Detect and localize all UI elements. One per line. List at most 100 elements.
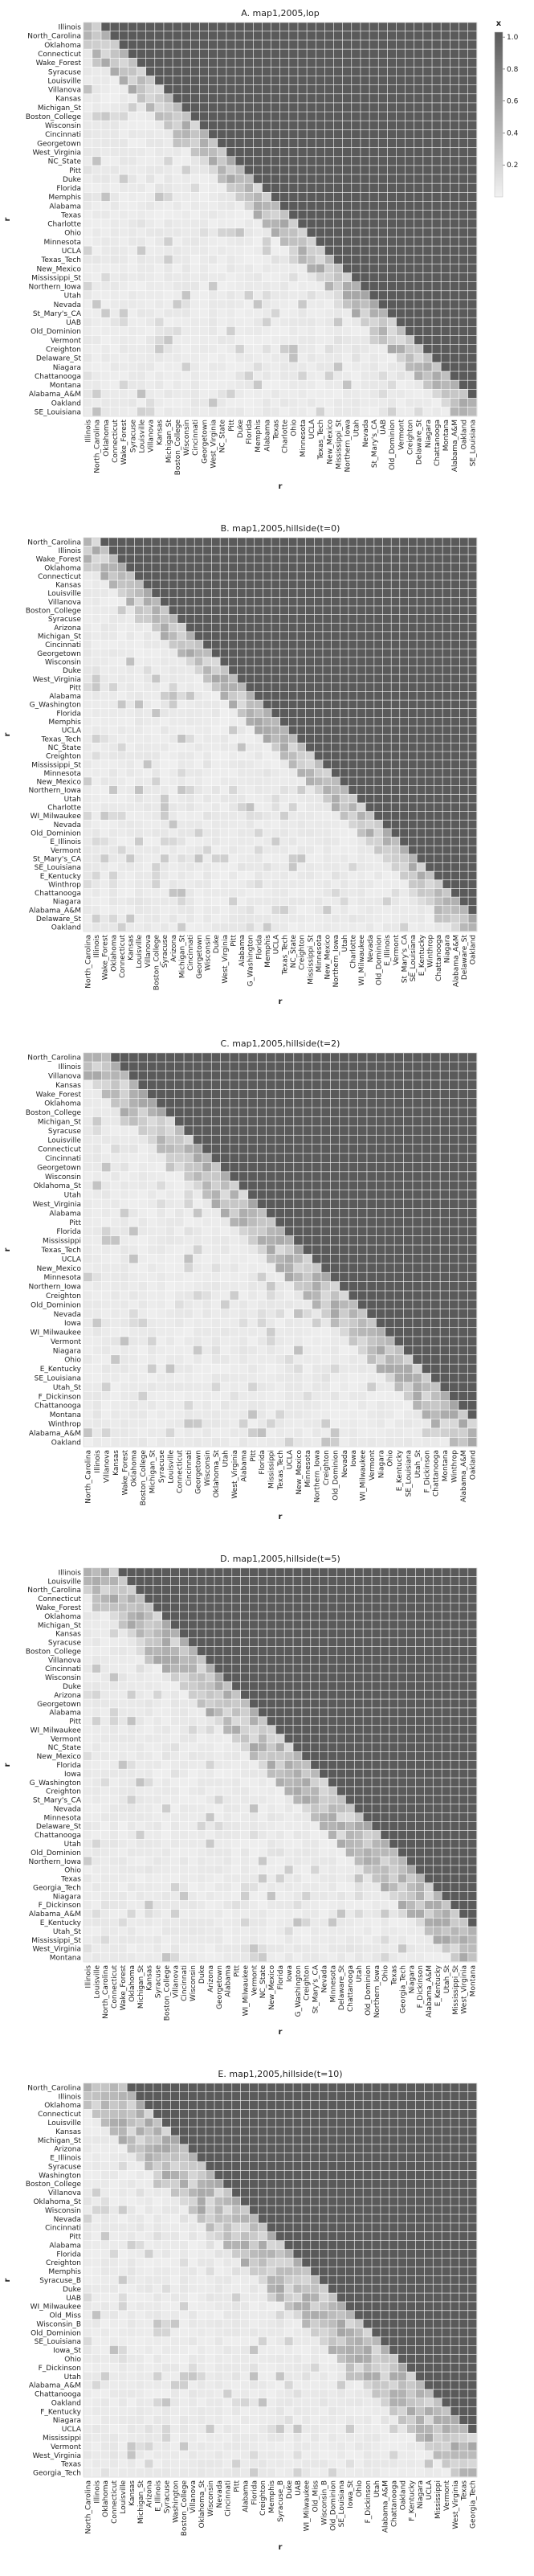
heatmap-cell	[137, 344, 146, 354]
heatmap-cell	[152, 752, 161, 760]
heatmap-cell	[417, 854, 426, 863]
heatmap-cell	[434, 563, 442, 572]
heatmap-cell	[349, 1172, 358, 1181]
heatmap-cell	[314, 811, 323, 820]
heatmap-cell	[92, 291, 101, 300]
heatmap-cell	[262, 183, 271, 192]
heatmap-cell	[152, 862, 161, 871]
heatmap-cell	[459, 272, 468, 282]
heatmap-cell	[342, 237, 352, 246]
heatmap-cell	[331, 674, 340, 683]
heatmap-cell	[357, 854, 365, 863]
heatmap-cell	[367, 1144, 377, 1153]
heatmap-cell	[263, 666, 271, 674]
heatmap-cell	[414, 237, 423, 246]
heatmap-cell	[289, 317, 298, 327]
heatmap-cell	[226, 112, 235, 121]
heatmap-cell	[126, 683, 135, 692]
heatmap-cell	[119, 219, 128, 228]
heatmap-cell	[203, 906, 212, 915]
heatmap-cell	[294, 1162, 303, 1172]
heatmap-cell	[145, 121, 155, 130]
heatmap-cell	[387, 228, 397, 237]
heatmap-cell	[275, 1053, 285, 1062]
heatmap-cell	[101, 210, 110, 219]
heatmap-cell	[432, 380, 441, 389]
heatmap-cell	[160, 862, 169, 871]
heatmap-cell	[451, 760, 460, 769]
heatmap-cell	[137, 237, 146, 246]
heatmap-cell	[405, 317, 414, 327]
heatmap-cell	[211, 794, 220, 803]
y-tick-label: Mississippi_St	[31, 274, 81, 282]
heatmap-cell	[92, 317, 101, 327]
heatmap-cell	[307, 31, 316, 40]
heatmap-cell	[449, 1062, 459, 1071]
heatmap-cell	[441, 237, 450, 246]
heatmap-cell	[441, 174, 450, 183]
heatmap-cell	[177, 597, 186, 606]
heatmap-cell	[314, 829, 323, 838]
heatmap-cell	[134, 735, 143, 743]
heatmap-cell	[246, 555, 255, 563]
heatmap-cell	[417, 588, 426, 597]
heatmap-cell	[246, 760, 255, 769]
heatmap-cell	[391, 580, 400, 589]
heatmap-cell	[263, 580, 271, 589]
heatmap-cell	[237, 752, 246, 760]
heatmap-cell	[349, 580, 357, 589]
heatmap-cell	[288, 871, 297, 880]
heatmap-cell	[126, 546, 135, 555]
heatmap-cell	[237, 674, 246, 683]
heatmap-cell	[211, 1071, 221, 1080]
heatmap-cell	[451, 597, 460, 606]
heatmap-cell	[235, 219, 244, 228]
heatmap-cell	[434, 794, 442, 803]
heatmap-cell	[432, 40, 441, 49]
heatmap-cell	[340, 1108, 349, 1117]
heatmap-cell	[84, 1181, 92, 1190]
heatmap-cell	[119, 138, 128, 148]
heatmap-cell	[374, 760, 383, 769]
heatmap-cell	[128, 1071, 138, 1080]
heatmap-cell	[169, 768, 177, 777]
x-tick-label: G_Washington	[247, 935, 255, 986]
heatmap-cell	[280, 666, 289, 674]
heatmap-cell	[369, 201, 378, 211]
heatmap-cell	[238, 1181, 248, 1190]
heatmap-cell	[442, 914, 451, 923]
heatmap-cell	[394, 1144, 404, 1153]
heatmap-cell	[405, 166, 414, 174]
heatmap-cell	[271, 606, 280, 615]
heatmap-cell	[298, 174, 307, 183]
heatmap-cell	[184, 1135, 194, 1145]
heatmap-cell	[173, 23, 181, 31]
heatmap-cell	[323, 614, 332, 623]
heatmap-cell	[185, 546, 194, 555]
heatmap-cell	[203, 854, 212, 863]
heatmap-cell	[340, 726, 349, 735]
heatmap-cell	[365, 700, 374, 709]
heatmap-cell	[253, 398, 263, 407]
heatmap-cell	[155, 300, 164, 309]
heatmap-cell	[297, 726, 306, 735]
heatmap-cell	[208, 380, 218, 389]
heatmap-cell	[426, 923, 434, 932]
heatmap-cell	[340, 597, 349, 606]
heatmap-cell	[369, 183, 378, 192]
heatmap-cell	[203, 691, 212, 700]
heatmap-cell	[185, 871, 194, 880]
heatmap-cell	[405, 272, 414, 282]
heatmap-cell	[280, 735, 289, 743]
heatmap-cell	[289, 210, 298, 219]
heatmap-cell	[248, 1053, 257, 1062]
heatmap-cell	[374, 666, 383, 674]
heatmap-cell	[177, 700, 186, 709]
heatmap-cell	[369, 317, 378, 327]
heatmap-cell	[101, 1144, 111, 1153]
heatmap-cell	[263, 794, 271, 803]
heatmap-cell	[467, 49, 477, 58]
heatmap-cell	[160, 785, 169, 794]
heatmap-cell	[169, 888, 177, 897]
heatmap-cell	[400, 709, 409, 718]
